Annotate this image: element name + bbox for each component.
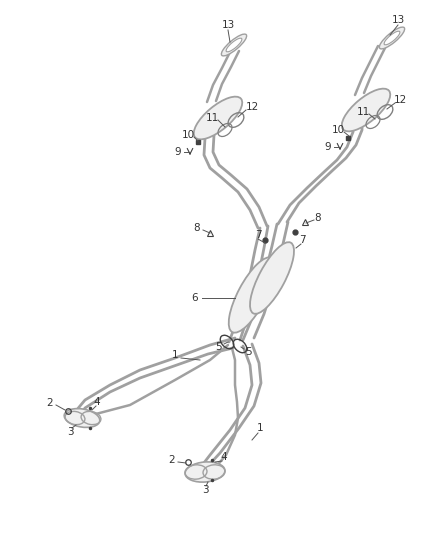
Text: 1: 1: [172, 350, 178, 360]
Text: 4: 4: [94, 397, 100, 407]
Text: 13: 13: [221, 20, 235, 30]
Text: 2: 2: [47, 398, 53, 408]
Ellipse shape: [185, 462, 225, 482]
Ellipse shape: [64, 409, 100, 427]
Text: 1: 1: [257, 423, 263, 433]
Text: 13: 13: [392, 15, 405, 25]
Text: 9: 9: [325, 142, 331, 152]
Ellipse shape: [194, 96, 242, 139]
Text: 9: 9: [175, 147, 181, 157]
Text: 3: 3: [201, 485, 208, 495]
Ellipse shape: [221, 34, 247, 56]
Text: 7: 7: [299, 235, 305, 245]
Text: 11: 11: [205, 113, 219, 123]
Text: 12: 12: [245, 102, 258, 112]
Text: 2: 2: [169, 455, 175, 465]
Ellipse shape: [384, 31, 400, 45]
Ellipse shape: [379, 27, 405, 49]
Text: 3: 3: [67, 427, 73, 437]
Ellipse shape: [226, 38, 242, 52]
Text: 11: 11: [357, 107, 370, 117]
Text: 10: 10: [181, 130, 194, 140]
Ellipse shape: [229, 257, 275, 333]
Text: 8: 8: [314, 213, 321, 223]
Text: 10: 10: [332, 125, 345, 135]
Text: 8: 8: [194, 223, 200, 233]
Text: 6: 6: [192, 293, 198, 303]
Text: 5: 5: [245, 347, 251, 357]
Ellipse shape: [342, 88, 390, 131]
Text: 5: 5: [215, 342, 221, 352]
Text: 7: 7: [254, 230, 261, 240]
Text: 4: 4: [221, 452, 227, 462]
Ellipse shape: [250, 242, 294, 314]
Text: 12: 12: [393, 95, 406, 105]
